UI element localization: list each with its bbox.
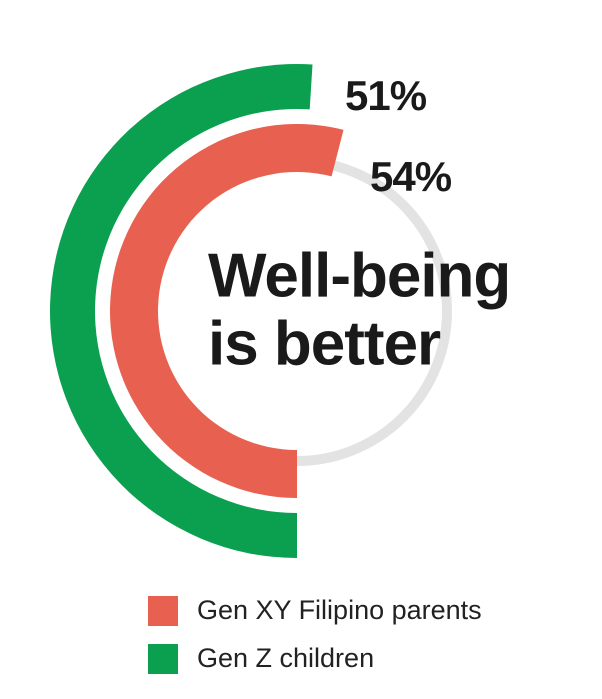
legend-swatch bbox=[148, 596, 178, 626]
radial-bar bbox=[109, 124, 344, 498]
chart-title-line: Well-being bbox=[208, 241, 510, 310]
radial-bar bbox=[49, 63, 313, 558]
value-label: 51% bbox=[345, 72, 427, 119]
legend-label: Gen XY Filipino parents bbox=[197, 595, 482, 625]
arcs bbox=[49, 63, 452, 558]
chart-title-line: is better bbox=[208, 309, 441, 378]
legend-swatch bbox=[148, 644, 178, 674]
value-label: 54% bbox=[370, 153, 452, 200]
legend-label: Gen Z children bbox=[197, 643, 374, 673]
